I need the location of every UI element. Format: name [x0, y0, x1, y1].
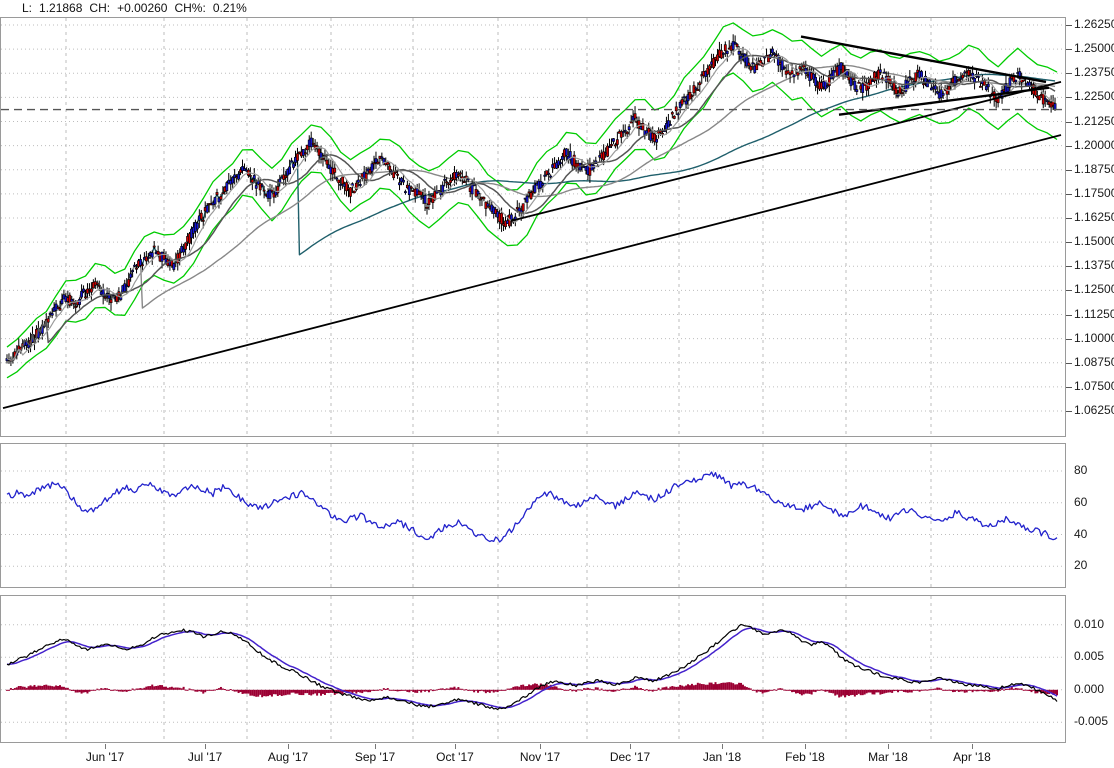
price-axis-label: 1.18750 [1074, 161, 1114, 176]
macd-chart-panel[interactable] [0, 595, 1066, 743]
time-axis-tick [888, 744, 889, 749]
rsi-axis-label: 80 [1074, 463, 1088, 478]
price-axis-tick [1066, 49, 1072, 51]
time-axis-label: Aug '17 [267, 750, 309, 764]
time-axis-tick [205, 744, 206, 749]
time-axis-label: Apr '18 [953, 750, 991, 764]
price-axis-tick [1066, 73, 1072, 75]
change-label: CH: [89, 1, 111, 15]
price-axis-label: 1.08750 [1074, 354, 1114, 369]
time-axis-tick [630, 744, 631, 749]
price-axis-tick [1066, 242, 1072, 244]
price-axis-label: 1.25000 [1074, 41, 1114, 56]
time-axis-tick [288, 744, 289, 749]
price-axis-tick [1066, 97, 1072, 99]
price-axis-label: 1.06250 [1074, 403, 1114, 417]
price-axis-label: 1.16250 [1074, 210, 1114, 224]
price-axis-tick [1066, 218, 1072, 219]
last-price-label: L: [22, 1, 33, 15]
time-axis-label: Sep '17 [354, 750, 396, 764]
time-axis-label: Jan '18 [702, 750, 742, 764]
price-chart-panel[interactable] [0, 17, 1066, 437]
price-axis-label: 1.21250 [1074, 113, 1114, 128]
last-price-value: 1.21868 [39, 1, 83, 15]
macd-axis-label: 0.005 [1074, 649, 1105, 664]
time-axis-label: Jul '17 [187, 750, 223, 764]
change-pct-label: CH%: [174, 1, 206, 15]
price-axis-tick [1066, 338, 1072, 340]
price-axis-tick [1066, 386, 1072, 388]
price-axis-label: 1.22500 [1074, 89, 1114, 104]
time-axis-tick [105, 744, 106, 749]
rsi-chart-canvas[interactable] [1, 444, 1065, 587]
time-axis-label: Jun '17 [85, 750, 125, 764]
change-pct-value: 0.21% [212, 1, 247, 15]
price-axis-label: 1.26250 [1074, 17, 1114, 31]
time-axis-tick [722, 744, 723, 749]
rsi-axis-label: 20 [1074, 558, 1088, 573]
price-axis-label: 1.12500 [1074, 282, 1114, 297]
price-axis-label: 1.11250 [1074, 306, 1114, 321]
macd-axis-label: 0.000 [1074, 681, 1105, 696]
time-axis-tick [375, 744, 376, 749]
price-axis-label: 1.20000 [1074, 137, 1114, 152]
price-axis-tick [1066, 169, 1072, 171]
price-axis-tick [1066, 362, 1072, 364]
time-axis-label: Mar '18 [868, 750, 908, 764]
time-axis-tick [455, 744, 456, 749]
price-axis-label: 1.17500 [1074, 185, 1114, 200]
time-axis-tick [540, 744, 541, 749]
price-axis-label: 1.10000 [1074, 330, 1114, 345]
time-axis-label: Oct '17 [436, 750, 474, 764]
price-axis-tick [1066, 193, 1072, 195]
price-axis-label: 1.13750 [1074, 258, 1114, 273]
price-axis-tick [1066, 290, 1072, 292]
time-axis-label: Feb '18 [785, 750, 825, 764]
price-chart-canvas[interactable] [1, 18, 1065, 436]
price-axis-label: 1.07500 [1074, 378, 1114, 393]
rsi-axis-label: 60 [1074, 494, 1088, 509]
time-axis-label: Nov '17 [519, 750, 561, 764]
macd-axis-label: 0.010 [1074, 616, 1105, 631]
time-axis: Jun '17 Jul '17 Aug '17 Sep '17 Oct '17 Nov '… [0, 744, 1114, 768]
price-axis-tick [1066, 314, 1072, 316]
macd-chart-canvas[interactable] [1, 596, 1065, 742]
time-axis-tick [805, 744, 806, 749]
price-axis-tick [1066, 145, 1072, 147]
price-axis-label: 1.15000 [1074, 234, 1114, 249]
macd-axis-label: -0.005 [1074, 714, 1109, 729]
price-axis-tick [1066, 121, 1072, 123]
rsi-axis-label: 40 [1074, 526, 1088, 541]
price-axis-label: 1.23750 [1074, 65, 1114, 80]
quote-info-line: L: 1.21868 CH: +0.00260 CH%: 0.21% [0, 0, 1114, 17]
time-axis-label: Dec '17 [609, 750, 651, 764]
rsi-chart-panel[interactable] [0, 443, 1066, 588]
price-axis-tick [1066, 25, 1072, 26]
price-axis-tick [1066, 411, 1072, 412]
time-axis-tick [972, 744, 973, 749]
change-value: +0.00260 [117, 1, 168, 15]
price-axis-tick [1066, 266, 1072, 268]
